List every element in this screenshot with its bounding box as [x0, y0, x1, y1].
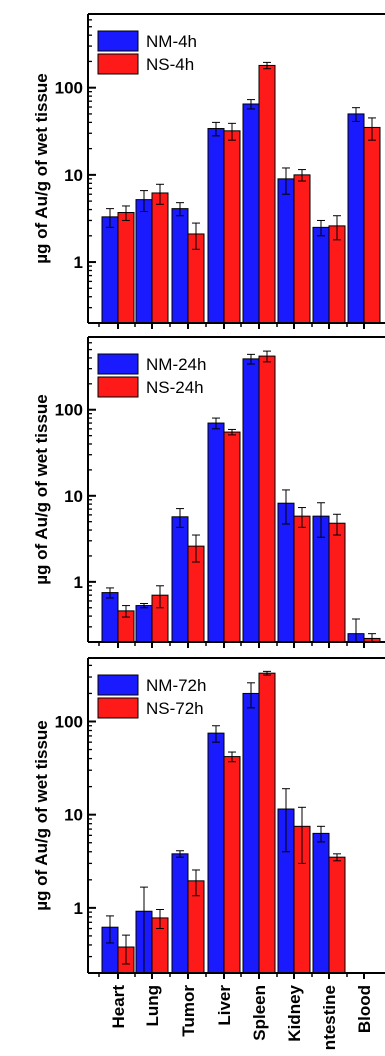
- bar: [328, 856, 346, 974]
- y-tick-label: 100: [55, 712, 83, 731]
- x-tick-label: Liver: [215, 985, 234, 1026]
- bar: [258, 672, 276, 974]
- bar: [207, 422, 225, 643]
- y-tick-label: 100: [55, 401, 83, 420]
- bar: [207, 732, 225, 974]
- x-tick-label: Tumor: [179, 985, 198, 1037]
- bar: [223, 431, 241, 643]
- bar: [171, 208, 189, 324]
- bar: [151, 192, 169, 324]
- bar: [171, 853, 189, 974]
- legend-label: NM-72h: [146, 676, 206, 695]
- legend-swatch: [97, 53, 139, 75]
- bar: [293, 174, 311, 324]
- legend-swatch: [97, 30, 139, 52]
- bar: [258, 64, 276, 324]
- bar: [223, 130, 241, 324]
- legend-label: NS-24h: [146, 378, 204, 397]
- bar: [171, 516, 189, 643]
- x-tick-label: Kidney: [285, 984, 304, 1041]
- x-tick-label: ntestine: [320, 985, 339, 1050]
- bar: [293, 515, 311, 643]
- y-tick-label: 1: [74, 253, 83, 272]
- bar: [207, 128, 225, 324]
- x-tick-label: Heart: [109, 985, 128, 1029]
- x-tick-label: Spleen: [250, 985, 269, 1041]
- legend-label: NM-4h: [146, 32, 197, 51]
- bar: [101, 592, 119, 643]
- x-tick-label: Blood: [355, 985, 374, 1033]
- y-tick-label: 100: [55, 79, 83, 98]
- legend-swatch: [97, 376, 139, 398]
- y-tick-label: 1: [74, 899, 83, 918]
- bar: [328, 522, 346, 643]
- legend-swatch: [97, 353, 139, 375]
- y-tick-label: 10: [64, 487, 83, 506]
- bar: [117, 212, 135, 324]
- legend-label: NS-72h: [146, 699, 204, 718]
- y-axis-title: µg of Au/g of wet tissue: [32, 720, 51, 911]
- bar: [277, 178, 295, 324]
- bar: [101, 216, 119, 324]
- legend-label: NM-24h: [146, 355, 206, 374]
- y-tick-label: 10: [64, 806, 83, 825]
- bar: [135, 199, 153, 324]
- legend-swatch: [97, 674, 139, 696]
- bar: [328, 225, 346, 324]
- bar: [242, 692, 260, 974]
- bar: [363, 126, 381, 324]
- y-axis-title: µg of Au/g of wet tissue: [32, 394, 51, 585]
- bar: [312, 832, 330, 974]
- bar: [135, 605, 153, 643]
- legend-label: NS-4h: [146, 55, 194, 74]
- y-axis-title: µg of Au/g of wet tissue: [32, 73, 51, 264]
- bar: [347, 113, 365, 324]
- bar: [242, 103, 260, 324]
- bar: [258, 355, 276, 643]
- bar: [223, 756, 241, 974]
- y-tick-label: 1: [74, 573, 83, 592]
- legend-swatch: [97, 697, 139, 719]
- bar: [312, 226, 330, 324]
- x-tick-label: Lung: [143, 985, 162, 1027]
- bar: [242, 358, 260, 643]
- y-tick-label: 10: [64, 166, 83, 185]
